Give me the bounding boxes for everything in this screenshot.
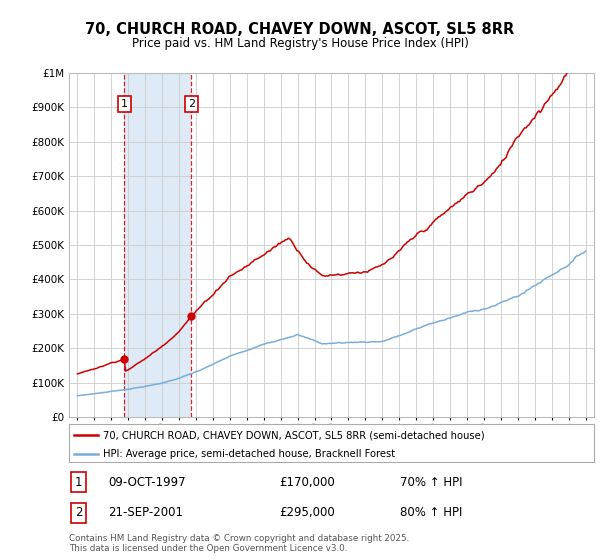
- Bar: [124, 73, 191, 417]
- Text: 1: 1: [75, 476, 82, 489]
- Text: 70% ↑ HPI: 70% ↑ HPI: [400, 476, 462, 489]
- Text: 70, CHURCH ROAD, CHAVEY DOWN, ASCOT, SL5 8RR (semi-detached house): 70, CHURCH ROAD, CHAVEY DOWN, ASCOT, SL5…: [103, 430, 485, 440]
- Text: HPI: Average price, semi-detached house, Bracknell Forest: HPI: Average price, semi-detached house,…: [103, 449, 395, 459]
- Text: £170,000: £170,000: [279, 476, 335, 489]
- Text: 2: 2: [188, 99, 195, 109]
- Text: 1: 1: [121, 99, 128, 109]
- Text: 80% ↑ HPI: 80% ↑ HPI: [400, 506, 462, 520]
- Text: Contains HM Land Registry data © Crown copyright and database right 2025.
This d: Contains HM Land Registry data © Crown c…: [69, 534, 409, 553]
- Text: Price paid vs. HM Land Registry's House Price Index (HPI): Price paid vs. HM Land Registry's House …: [131, 37, 469, 50]
- Text: 2: 2: [75, 506, 82, 520]
- Text: 70, CHURCH ROAD, CHAVEY DOWN, ASCOT, SL5 8RR: 70, CHURCH ROAD, CHAVEY DOWN, ASCOT, SL5…: [85, 22, 515, 38]
- Text: 09-OCT-1997: 09-OCT-1997: [109, 476, 186, 489]
- Text: £295,000: £295,000: [279, 506, 335, 520]
- Text: 21-SEP-2001: 21-SEP-2001: [109, 506, 184, 520]
